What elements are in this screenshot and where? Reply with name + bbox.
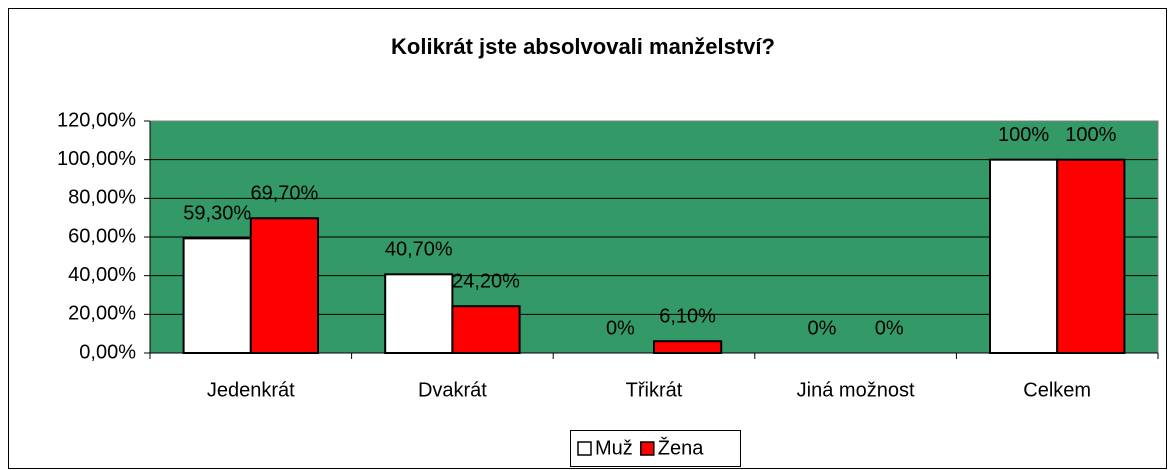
legend-label: Žena — [658, 436, 704, 459]
bar — [182, 237, 252, 354]
x-tick-label: Třikrát — [626, 379, 683, 401]
y-tick-label: 100,00% — [57, 148, 136, 170]
value-label: 100% — [1065, 124, 1116, 146]
value-label: 0% — [606, 317, 635, 339]
value-label: 40,70% — [385, 239, 453, 261]
x-tick-label: Jedenkrát — [207, 379, 295, 401]
x-tick-label: Jiná možnost — [797, 379, 915, 401]
value-label: 100% — [998, 124, 1049, 146]
bar — [989, 158, 1059, 354]
value-label: 6,10% — [659, 305, 716, 327]
legend-box — [570, 430, 741, 467]
value-label: 0% — [875, 317, 904, 339]
bar — [451, 305, 521, 355]
y-tick-label: 40,00% — [68, 264, 136, 286]
x-tick-label: Celkem — [1023, 379, 1091, 401]
y-tick-label: 60,00% — [68, 225, 136, 247]
x-tick-label: Dvakrát — [418, 379, 487, 401]
value-label: 69,70% — [250, 183, 318, 205]
bar — [384, 273, 454, 354]
bar — [1056, 158, 1126, 354]
value-label: 0% — [808, 317, 837, 339]
bar — [653, 340, 723, 354]
legend-swatch — [640, 441, 655, 456]
bar — [249, 217, 319, 354]
y-tick-label: 120,00% — [57, 109, 136, 131]
legend-swatch — [577, 441, 592, 456]
y-tick-label: 0,00% — [79, 341, 136, 363]
y-tick-label: 20,00% — [68, 303, 136, 325]
value-label: 59,30% — [183, 203, 251, 225]
chart-title: Kolikrát jste absolvovali manželství? — [391, 34, 775, 59]
legend-label: Muž — [595, 437, 633, 459]
y-tick-label: 80,00% — [68, 187, 136, 209]
value-label: 24,20% — [452, 270, 520, 292]
